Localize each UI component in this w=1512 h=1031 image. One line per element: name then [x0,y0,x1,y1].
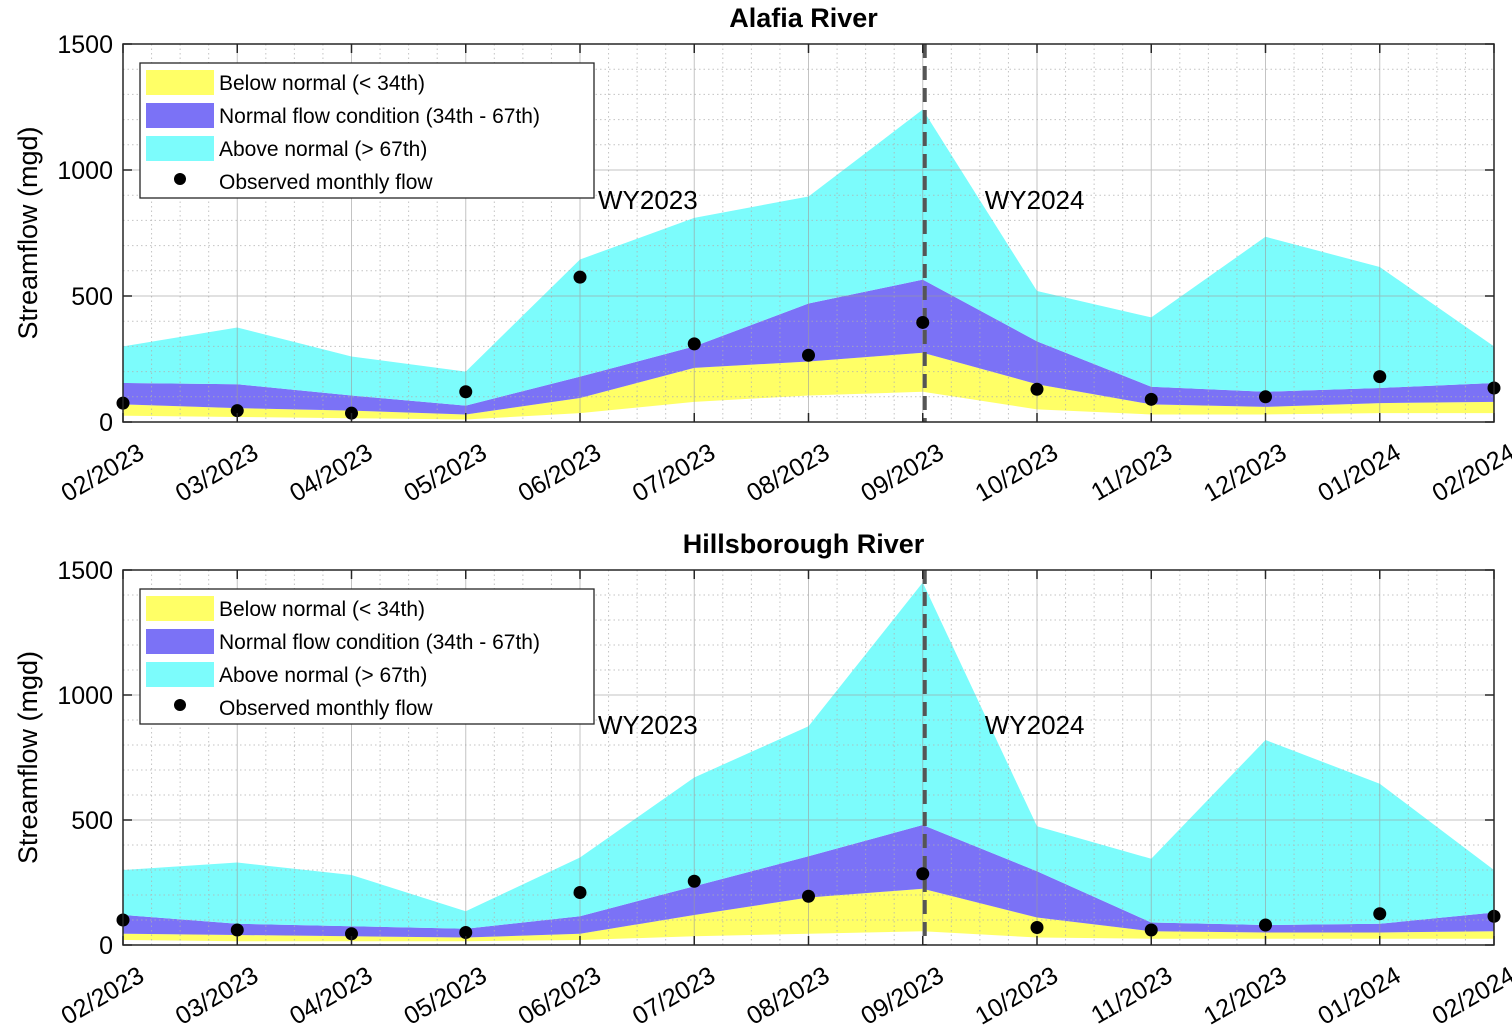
observed-point [459,385,473,399]
x-tick-label: 02/2023 [57,438,149,507]
legend-swatch [146,136,214,161]
axis-ticks [122,43,1495,423]
y-tick-label: 1000 [57,682,113,710]
x-tick-label: 06/2023 [514,961,606,1030]
observed-point [230,923,244,937]
observed-point [1144,923,1158,937]
x-tick-label: 11/2023 [1086,961,1177,1030]
water-year-label: WY2024 [985,710,1085,740]
legend-swatch [146,596,214,621]
x-tick-label: 12/2023 [1199,438,1291,507]
x-tick-label: 10/2023 [971,961,1063,1030]
x-tick-label: 05/2023 [399,438,491,507]
y-tick-label: 1000 [57,157,113,185]
x-tick-label: 02/2023 [57,961,149,1030]
observed-point [459,926,473,939]
y-tick-label: 0 [99,932,113,960]
x-tick-label: 08/2023 [742,961,834,1030]
observed-point [230,404,244,418]
x-tick-label: 02/2024 [1428,961,1512,1030]
x-tick-label: 12/2023 [1199,961,1291,1030]
observed-point [1030,382,1044,396]
axis-ticks [122,569,1495,946]
y-tick-label: 0 [99,409,113,437]
observed-point [1259,918,1272,932]
x-tick-label: 03/2023 [171,961,263,1030]
y-axis-label: Streamflow (mgd) [13,126,43,339]
legend-swatch [146,70,214,95]
water-year-label: WY2024 [985,185,1085,215]
observed-point [687,337,701,351]
chart-title: Alafia River [729,3,878,33]
x-tick-label: 06/2023 [514,438,606,507]
chart-title: Hillsborough River [683,529,925,559]
x-tick-label: 07/2023 [628,961,720,1030]
legend-box [139,62,595,199]
legend-label: Observed monthly flow [219,697,433,720]
legend-label: Below normal (< 34th) [219,598,425,621]
water-year-label: WY2023 [598,710,698,740]
observed-point [1373,370,1387,384]
observed-point [916,315,930,329]
x-tick-label: 01/2024 [1313,438,1405,507]
legend: Below normal (< 34th) Normal flow conditi… [139,62,595,199]
water-year-label: WY2023 [598,185,698,215]
legend-marker [174,699,186,711]
x-tick-label: 07/2023 [628,438,720,507]
observed-point [802,348,815,362]
chart-panel-1: WY2023 WY2024 0 500 1000 1500 02/2023 03/2023 04… [13,3,1512,508]
observed-point [1259,390,1272,404]
x-tick-label: 04/2023 [285,961,377,1030]
y-tick-label: 1500 [57,557,113,585]
x-tick-label: 09/2023 [856,961,948,1030]
x-tick-label: 01/2024 [1313,961,1405,1030]
x-tick-label: 09/2023 [856,438,948,507]
legend-marker [174,173,186,185]
legend-swatch [146,662,214,687]
observed-point [687,874,701,888]
legend-label: Above normal (> 67th) [219,138,427,161]
legend-swatch [146,629,214,654]
legend: Below normal (< 34th) Normal flow conditi… [139,588,595,725]
chart-panel-2: WY2023 WY2024 0 500 1000 1500 02/2023 03/2023 04… [13,529,1512,1031]
y-tick-label: 500 [71,283,113,311]
y-tick-label: 500 [71,807,113,835]
y-tick-label: 1500 [57,31,113,59]
legend-box [139,588,595,725]
legend-label: Normal flow condition (34th - 67th) [219,105,540,128]
observed-point [573,270,587,284]
legend-swatch [146,103,214,128]
observed-point [916,867,930,881]
observed-point [345,927,358,941]
x-tick-label: 03/2023 [171,438,263,507]
x-tick-label: 02/2024 [1428,438,1512,507]
observed-point [1144,392,1158,406]
legend-label: Observed monthly flow [219,171,433,194]
legend-label: Below normal (< 34th) [219,72,425,95]
observed-point [573,886,587,899]
observed-point [802,889,815,903]
x-tick-label: 11/2023 [1086,438,1177,507]
x-tick-label: 04/2023 [285,438,377,507]
legend-label: Above normal (> 67th) [219,664,427,687]
observed-point [1373,907,1387,921]
x-tick-label: 10/2023 [971,438,1063,507]
y-axis-label: Streamflow (mgd) [13,651,43,864]
x-tick-label: 08/2023 [742,438,834,507]
observed-point [1030,921,1044,934]
legend-label: Normal flow condition (34th - 67th) [219,631,540,654]
x-tick-label: 05/2023 [399,961,491,1030]
